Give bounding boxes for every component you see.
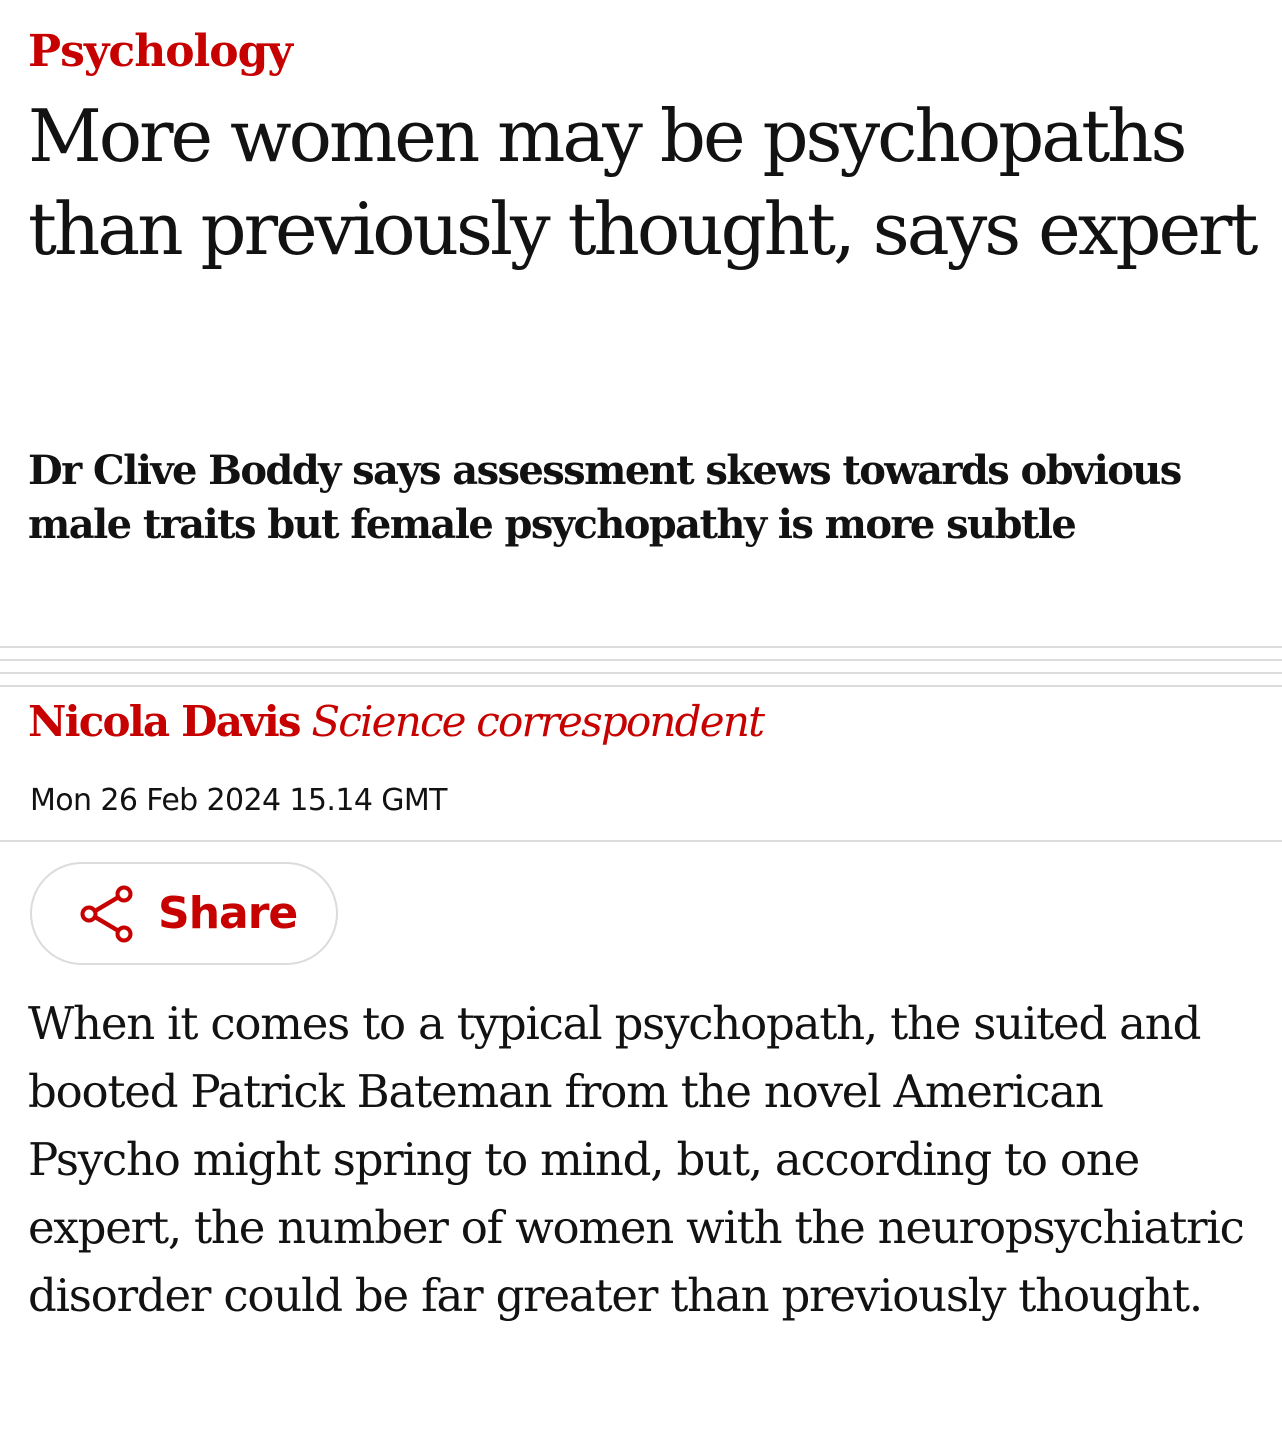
- meta-divider: [0, 840, 1282, 842]
- byline: Nicola Davis Science correspondent: [28, 692, 765, 752]
- section-label[interactable]: Psychology: [28, 26, 293, 77]
- divider-rule: [0, 685, 1282, 687]
- share-button[interactable]: Share: [30, 862, 338, 965]
- author-role: Science correspondent: [311, 697, 765, 746]
- divider-rule: [0, 646, 1282, 648]
- headline: More women may be psychopaths than previ…: [28, 94, 1258, 271]
- section-divider-rules: [0, 646, 1282, 698]
- share-icon: [80, 885, 133, 942]
- divider-rule: [0, 659, 1282, 661]
- standfirst: Dr Clive Boddy says assessment skews tow…: [28, 447, 1182, 548]
- divider-rule: [0, 672, 1282, 674]
- publish-date: Mon 26 Feb 2024 15.14 GMT: [30, 783, 448, 818]
- article-body-paragraph: When it comes to a typical psychopath, t…: [28, 997, 1245, 1322]
- share-button-label: Share: [158, 888, 298, 939]
- author-name[interactable]: Nicola Davis: [28, 697, 302, 746]
